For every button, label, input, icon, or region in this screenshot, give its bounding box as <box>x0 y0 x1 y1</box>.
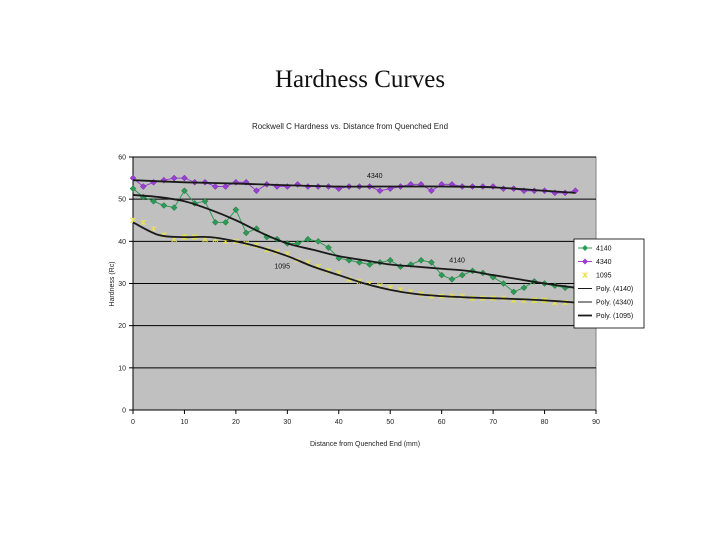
y-tick-label: 30 <box>118 281 126 288</box>
data-point-4140 <box>510 288 518 296</box>
legend-marker <box>582 245 588 251</box>
data-point-4340 <box>376 187 384 195</box>
y-tick-label: 20 <box>118 323 126 330</box>
y-tick-label: 0 <box>122 408 126 415</box>
data-point-4140 <box>160 202 168 209</box>
annotation-label: 1095 <box>274 264 290 271</box>
x-tick-label: 90 <box>592 419 600 426</box>
annotation-label: 4340 <box>367 173 383 180</box>
trendline-poly-4140 <box>132 194 576 289</box>
legend-label: Poly. (4140) <box>596 286 633 293</box>
data-point-4140 <box>211 219 219 226</box>
data-point-4140 <box>222 219 229 226</box>
legend-item-poly-4340: Poly. (4340) <box>578 300 633 307</box>
data-point-1095 <box>130 217 136 224</box>
data-point-1095 <box>140 219 147 226</box>
x-tick-label: 10 <box>181 419 189 426</box>
x-tick-label: 50 <box>386 419 394 426</box>
data-point-4140 <box>181 187 188 195</box>
data-point-4140 <box>345 256 353 264</box>
legend-label: Poly. (4340) <box>596 300 633 307</box>
legend-marker <box>582 272 588 278</box>
data-point-4140 <box>438 271 446 279</box>
chart-title: Rockwell C Hardness vs. Distance from Qu… <box>252 122 448 131</box>
x-tick-label: 40 <box>335 419 343 426</box>
legend-box <box>573 238 645 329</box>
y-axis-label: Hardness (Rc) <box>109 261 116 306</box>
data-point-4340 <box>211 183 219 190</box>
y-tick-label: 40 <box>118 239 126 246</box>
y-tick-label: 60 <box>118 155 126 162</box>
data-point-4340 <box>253 187 260 195</box>
x-tick-label: 30 <box>283 419 291 426</box>
slide-title: Hardness Curves <box>274 66 446 93</box>
series-poly-1095 <box>132 221 576 304</box>
annotation-label: 4140 <box>449 257 465 264</box>
data-point-4140 <box>325 244 332 252</box>
legend: 4140 4340 1095 Poly. (4140) Poly. (4340) Poly… <box>573 238 645 329</box>
x-tick-label: 80 <box>541 419 549 426</box>
trendline-poly-4340 <box>132 179 576 194</box>
data-point-4340 <box>428 187 435 195</box>
y-tick-label: 10 <box>118 365 126 372</box>
legend-label: 4140 <box>596 246 612 253</box>
data-point-4140 <box>458 271 466 279</box>
data-point-4140 <box>448 275 456 283</box>
data-point-4140 <box>356 259 363 266</box>
legend-item-4340: 4340 <box>578 258 612 266</box>
data-point-4140 <box>129 185 137 192</box>
data-point-4140 <box>201 197 209 205</box>
legend-label: 1095 <box>596 273 612 280</box>
legend-item-1095: 1095 <box>582 272 612 280</box>
data-point-4140 <box>428 259 435 266</box>
data-point-4140 <box>170 204 178 211</box>
x-tick-label: 0 <box>131 419 135 426</box>
legend-label: Poly. (1095) <box>596 313 633 320</box>
data-point-4340 <box>181 174 188 182</box>
y-tick-label: 50 <box>118 197 126 204</box>
data-point-4140 <box>304 235 312 243</box>
data-point-4340 <box>139 183 147 190</box>
data-point-4140 <box>232 206 240 214</box>
data-point-4140 <box>417 256 425 264</box>
data-point-4140 <box>150 197 157 205</box>
data-point-4140 <box>386 256 394 264</box>
series-poly-4140 <box>132 194 576 289</box>
data-point-4340 <box>222 183 229 190</box>
data-point-4140 <box>242 229 250 237</box>
legend-marker <box>582 258 588 265</box>
trendline-poly-1095 <box>132 221 576 304</box>
data-point-4140 <box>520 284 528 292</box>
series-poly-4340 <box>132 179 576 194</box>
x-tick-label: 20 <box>232 419 240 426</box>
data-point-4140 <box>500 280 507 287</box>
series-4340 <box>129 174 579 197</box>
x-tick-label: 60 <box>438 419 446 426</box>
legend-item-poly-4140: Poly. (4140) <box>578 286 633 293</box>
legend-item-poly-1095: Poly. (1095) <box>578 313 633 320</box>
data-point-4140 <box>366 261 373 268</box>
data-point-1095 <box>150 225 157 232</box>
x-axis-label: Distance from Quenched End (mm) <box>310 441 420 448</box>
legend-item-4140: 4140 <box>578 245 612 253</box>
data-point-4140 <box>314 237 322 245</box>
legend-label: 4340 <box>596 259 612 266</box>
x-tick-label: 70 <box>489 419 497 426</box>
